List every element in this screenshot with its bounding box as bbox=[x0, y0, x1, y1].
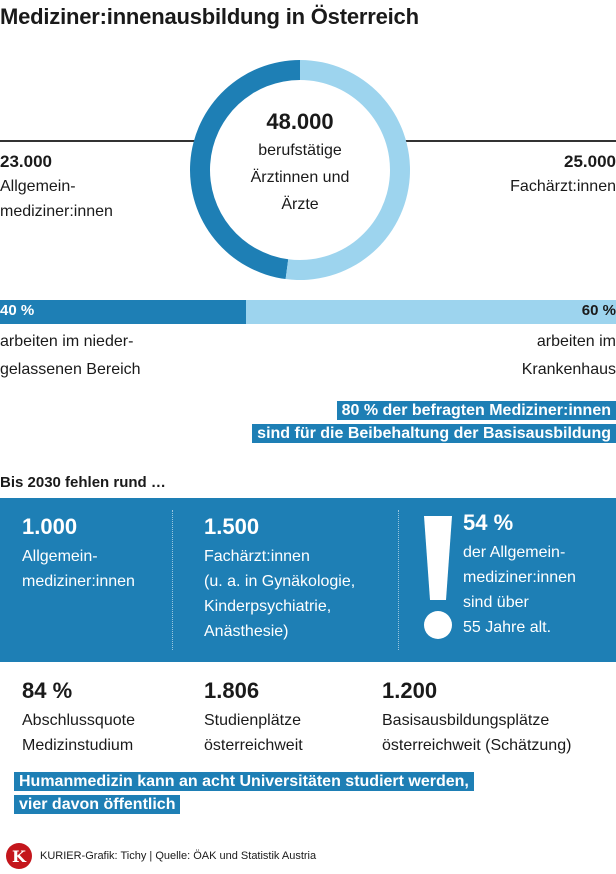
bar-segment-krankenhaus bbox=[246, 300, 616, 324]
donut-center-value: 48.000 bbox=[266, 109, 334, 134]
shortage-line: sind über bbox=[463, 594, 529, 611]
bar-label-right-line: Krankenhaus bbox=[521, 361, 616, 378]
donut-chart bbox=[190, 60, 410, 280]
divider bbox=[398, 510, 399, 650]
donut-center-line: Ärzte bbox=[281, 196, 319, 213]
shortage-item: 1.000 Allgemein- mediziner:innen bbox=[22, 514, 135, 594]
donut-label-left: 23.000 Allgemein- mediziner:innen bbox=[0, 152, 113, 224]
stat-item: 84 % Abschlussquote Medizinstudium bbox=[22, 678, 135, 758]
shortage-heading: Bis 2030 fehlen rund … bbox=[0, 474, 166, 491]
donut-label-left-line: Allgemein- bbox=[0, 178, 76, 195]
page-title: Mediziner:innenausbildung in Österreich bbox=[0, 4, 419, 29]
stat-line: österreichweit (Schätzung) bbox=[382, 737, 572, 754]
shortage-line: Allgemein- bbox=[22, 548, 98, 565]
shortage-line: mediziner:innen bbox=[22, 573, 135, 590]
kurier-logo: K bbox=[6, 843, 32, 869]
survey-highlight-line: sind für die Beibehaltung der Basisausbi… bbox=[252, 424, 616, 443]
donut-center-label: 48.000 berufstätige Ärztinnen und Ärzte bbox=[230, 108, 370, 217]
bar-segment-niedergelassen bbox=[0, 300, 247, 324]
university-note-line: Humanmedizin kann an acht Universitäten … bbox=[14, 772, 474, 791]
stat-line: österreichweit bbox=[204, 737, 303, 754]
footer: K KURIER-Grafik: Tichy | Quelle: ÖAK und… bbox=[6, 843, 316, 869]
stat-value: 1.806 bbox=[204, 678, 260, 703]
shortage-line: der Allgemein- bbox=[463, 544, 566, 561]
shortage-line: (u. a. in Gynäkologie, bbox=[204, 573, 356, 590]
shortage-value: 54 % bbox=[463, 510, 514, 535]
survey-highlight: 80 % der befragten Mediziner:innen sind … bbox=[252, 400, 616, 445]
donut-label-right: 25.000 Fachärzt:innen bbox=[510, 152, 616, 199]
shortage-line: Anästhesie) bbox=[204, 623, 289, 640]
donut-label-right-line: Fachärzt:innen bbox=[510, 178, 616, 195]
stat-value: 84 % bbox=[22, 678, 73, 703]
university-note-line: vier davon öffentlich bbox=[14, 795, 181, 814]
bar-value-right: 60 % bbox=[581, 302, 616, 319]
donut-label-left-line: mediziner:innen bbox=[0, 203, 113, 220]
shortage-line: 55 Jahre alt. bbox=[463, 619, 552, 636]
donut-center-line: berufstätige bbox=[258, 142, 342, 159]
donut-slice-allgemeinmediziner bbox=[190, 60, 300, 280]
donut-label-left-value: 23.000 bbox=[0, 152, 52, 171]
stat-line: Basisausbildungsplätze bbox=[382, 712, 550, 729]
footer-credit: KURIER-Grafik: Tichy | Quelle: ÖAK und S… bbox=[40, 850, 317, 862]
donut-slice-fachaerzte bbox=[285, 60, 410, 280]
survey-highlight-line: 80 % der befragten Mediziner:innen bbox=[336, 401, 616, 420]
connector-line-right bbox=[404, 140, 616, 142]
shortage-value: 1.000 bbox=[22, 514, 78, 539]
divider bbox=[172, 510, 173, 650]
shortage-line: Fachärzt:innen bbox=[204, 548, 310, 565]
percentage-bar bbox=[0, 300, 616, 324]
shortage-line: Kinderpsychiatrie, bbox=[204, 598, 332, 615]
connector-line-left bbox=[0, 140, 196, 142]
shortage-item: 1.500 Fachärzt:innen (u. a. in Gynäkolog… bbox=[204, 514, 355, 644]
stat-line: Abschlussquote bbox=[22, 712, 135, 729]
shortage-value: 1.500 bbox=[204, 514, 260, 539]
bar-value-left: 40 % bbox=[0, 302, 35, 319]
bar-label-left-line: arbeiten im nieder- bbox=[0, 333, 134, 350]
stat-value: 1.200 bbox=[382, 678, 438, 703]
stat-line: Medizinstudium bbox=[22, 737, 134, 754]
bar-label-right-line: arbeiten im bbox=[536, 333, 616, 350]
shortage-item: 54 % der Allgemein- mediziner:innen sind… bbox=[463, 510, 576, 640]
bar-label-left: arbeiten im nieder- gelassenen Bereich bbox=[0, 329, 141, 382]
exclamation-icon bbox=[424, 516, 452, 639]
university-note: Humanmedizin kann an acht Universitäten … bbox=[14, 771, 474, 816]
stat-item: 1.200 Basisausbildungsplätze österreichw… bbox=[382, 678, 571, 758]
donut-center-line: Ärztinnen und bbox=[250, 169, 350, 186]
bar-label-left-line: gelassenen Bereich bbox=[0, 361, 141, 378]
bar-label-right: arbeiten im Krankenhaus bbox=[522, 329, 616, 382]
stat-line: Studienplätze bbox=[204, 712, 301, 729]
stat-item: 1.806 Studienplätze österreichweit bbox=[204, 678, 303, 758]
shortage-line: mediziner:innen bbox=[463, 569, 576, 586]
donut-label-right-value: 25.000 bbox=[564, 152, 616, 171]
shortage-box bbox=[0, 498, 616, 662]
